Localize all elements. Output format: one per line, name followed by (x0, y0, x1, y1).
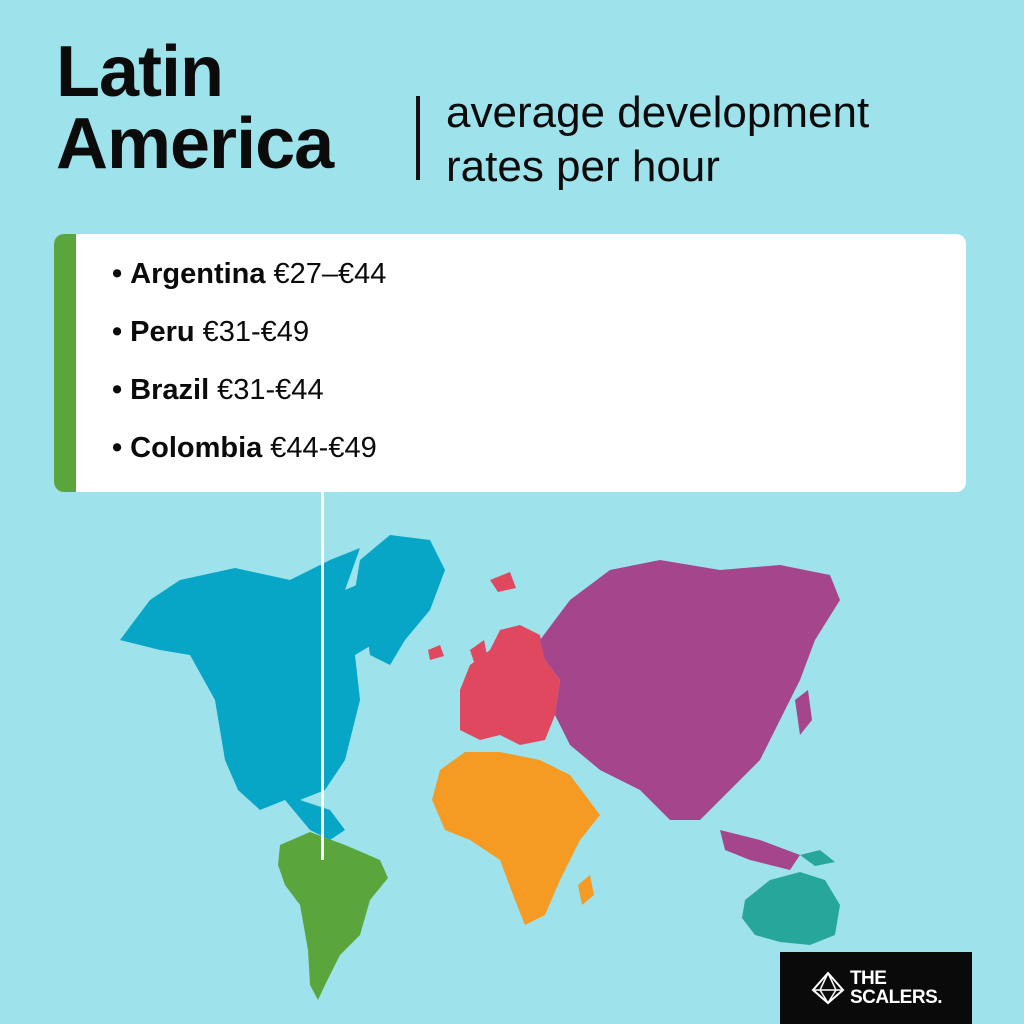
list-item: • Argentina €27–€44 (112, 254, 386, 312)
title-line-1: Latin (56, 32, 224, 112)
list-item: • Brazil €31-€44 (112, 370, 386, 428)
diamond-logo-icon (811, 971, 845, 1005)
country-name: Colombia (130, 432, 263, 464)
rate-range: €44-€49 (270, 432, 377, 464)
rate-range: €31-€49 (202, 316, 310, 348)
region-southeast-asia (720, 830, 800, 870)
country-name: Brazil (130, 374, 210, 406)
rate-range: €31-€44 (217, 374, 324, 406)
subtitle-line-1: average development (446, 88, 870, 137)
region-madagascar (578, 875, 594, 905)
region-oceania (742, 872, 840, 945)
rates-card: • Argentina €27–€44 • Peru €31-€49 • Brazil €3… (54, 234, 966, 492)
page-title: Latin America (56, 32, 334, 184)
card-accent-bar (54, 234, 76, 492)
region-south-america (278, 832, 388, 1000)
country-name: Peru (130, 316, 195, 348)
region-north-america (120, 548, 400, 830)
brand-logo: THE SCALERS. (780, 952, 972, 1024)
bullet-icon: • (112, 374, 123, 406)
list-item: • Peru €31-€49 (112, 312, 386, 370)
title-divider (416, 96, 420, 180)
region-asia (540, 560, 840, 820)
list-item: • Colombia €44-€49 (112, 428, 386, 486)
rate-list: • Argentina €27–€44 • Peru €31-€49 • Brazil €3… (112, 254, 386, 486)
region-uk-iceland (428, 572, 516, 668)
region-new-guinea (800, 850, 835, 866)
pointer-line (321, 492, 324, 860)
title-line-2: America (56, 104, 334, 184)
region-greenland (355, 535, 445, 665)
country-name: Argentina (130, 258, 266, 290)
bullet-icon: • (112, 432, 123, 464)
bullet-icon: • (112, 258, 123, 290)
page-subtitle: average development rates per hour (446, 86, 869, 194)
subtitle-line-2: rates per hour (446, 142, 720, 191)
region-japan (795, 690, 812, 735)
rate-range: €27–€44 (273, 258, 387, 290)
logo-line-1: THE (849, 968, 887, 989)
bullet-icon: • (112, 316, 123, 348)
logo-wordmark: THE SCALERS. (849, 968, 943, 1008)
region-africa (432, 752, 600, 925)
logo-line-2: SCALERS. (849, 987, 943, 1008)
